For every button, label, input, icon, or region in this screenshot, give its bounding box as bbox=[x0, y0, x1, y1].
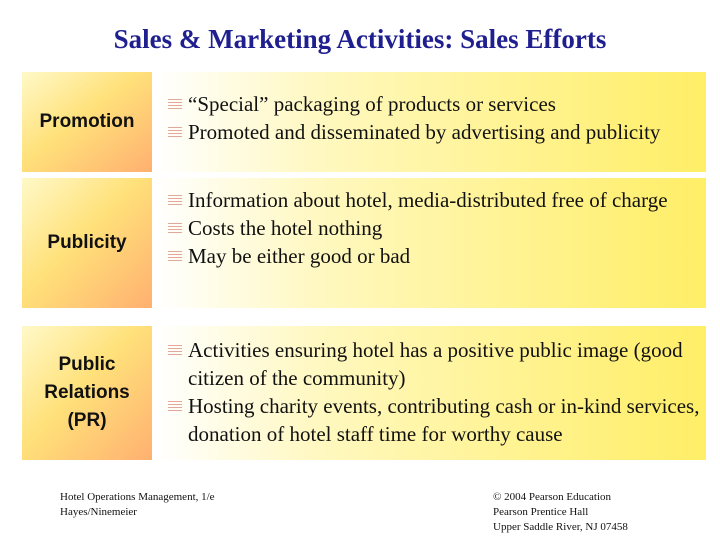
bullet-list: “Special” packaging of products or servi… bbox=[164, 90, 706, 146]
footer-address: Upper Saddle River, NJ 07458 bbox=[493, 521, 628, 533]
row-label-box: Publicity bbox=[22, 178, 152, 308]
row-label-public-relations: Public Relations (PR) bbox=[44, 354, 130, 431]
bullet-text: Activities ensuring hotel has a positive… bbox=[188, 338, 683, 390]
row-label-publicity: Publicity bbox=[47, 232, 127, 253]
row-content: “Special” packaging of products or servi… bbox=[154, 72, 706, 172]
striped-bullet-icon bbox=[168, 195, 182, 206]
slide-title: Sales & Marketing Activities: Sales Effo… bbox=[113, 24, 607, 54]
bullet-text: Hosting charity events, contributing cas… bbox=[188, 394, 700, 446]
row-content: Information about hotel, media-distribut… bbox=[154, 178, 706, 308]
bullet-item: Hosting charity events, contributing cas… bbox=[164, 392, 706, 448]
striped-bullet-icon bbox=[168, 401, 182, 412]
row-content: Activities ensuring hotel has a positive… bbox=[154, 326, 706, 460]
bullet-item: “Special” packaging of products or servi… bbox=[164, 90, 706, 118]
bullet-text: “Special” packaging of products or servi… bbox=[188, 92, 556, 116]
bullet-item: Activities ensuring hotel has a positive… bbox=[164, 336, 706, 392]
bullet-text: Costs the hotel nothing bbox=[188, 216, 383, 240]
bullet-list: Information about hotel, media-distribut… bbox=[164, 186, 706, 270]
striped-bullet-icon bbox=[168, 99, 182, 110]
row-publicity: Publicity Information about hotel, media… bbox=[22, 178, 706, 308]
footer-book-title: Hotel Operations Management, 1/e bbox=[60, 491, 215, 503]
bullet-list: Activities ensuring hotel has a positive… bbox=[164, 336, 706, 448]
striped-bullet-icon bbox=[168, 345, 182, 356]
footer-left: Hotel Operations Management, 1/e Hayes/N… bbox=[60, 490, 215, 520]
row-promotion: Promotion “Special” packaging of product… bbox=[22, 72, 706, 172]
footer-authors: Hayes/Ninemeier bbox=[60, 506, 137, 518]
footer-right: © 2004 Pearson Education Pearson Prentic… bbox=[493, 490, 628, 535]
footer-copyright: © 2004 Pearson Education bbox=[493, 491, 612, 503]
bullet-item: Information about hotel, media-distribut… bbox=[164, 186, 706, 214]
bullet-text: May be either good or bad bbox=[188, 244, 411, 268]
striped-bullet-icon bbox=[168, 127, 182, 138]
row-public-relations: Public Relations (PR) Activities ensurin… bbox=[22, 326, 706, 460]
bullet-text: Information about hotel, media-distribut… bbox=[188, 188, 668, 212]
footer-publisher: Pearson Prentice Hall bbox=[493, 506, 589, 518]
row-label-box: Public Relations (PR) bbox=[22, 326, 152, 460]
bullet-text: Promoted and disseminated by advertising… bbox=[188, 120, 661, 144]
bullet-item: Promoted and disseminated by advertising… bbox=[164, 118, 706, 146]
row-label-box: Promotion bbox=[22, 72, 152, 172]
striped-bullet-icon bbox=[168, 223, 182, 234]
bullet-item: May be either good or bad bbox=[164, 242, 706, 270]
bullet-item: Costs the hotel nothing bbox=[164, 214, 706, 242]
row-label-promotion: Promotion bbox=[39, 111, 135, 132]
striped-bullet-icon bbox=[168, 251, 182, 262]
